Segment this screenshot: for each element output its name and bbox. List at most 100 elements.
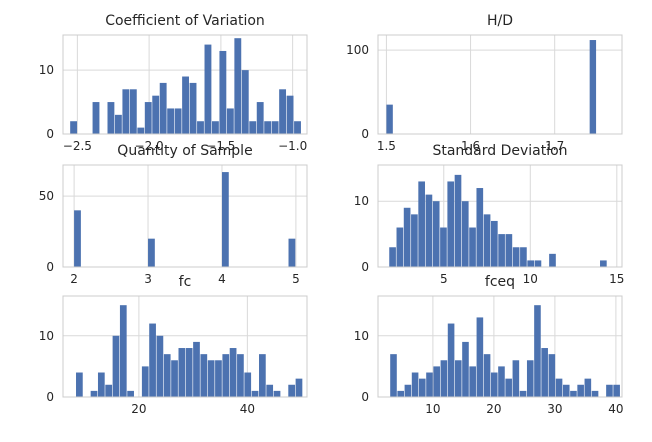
histogram-bar	[127, 390, 134, 397]
histogram-bar	[469, 366, 476, 397]
x-tick-label: −2.5	[63, 139, 92, 153]
histogram-bar	[107, 102, 115, 134]
histogram-bar	[390, 354, 397, 397]
histogram-bar	[207, 360, 215, 397]
histogram-bar	[92, 102, 100, 134]
x-tick-label: 10	[523, 272, 538, 286]
x-tick-label: 1.7	[545, 139, 564, 153]
histogram-bar	[520, 247, 527, 267]
histogram-bar	[271, 121, 279, 134]
histogram-bar	[426, 372, 433, 397]
histogram-bar	[266, 384, 274, 397]
histogram-bar	[149, 323, 156, 397]
histogram-bar	[193, 341, 200, 397]
histogram-bar	[411, 372, 419, 397]
histogram-bar	[129, 89, 137, 134]
y-tick-label: 0	[361, 127, 369, 141]
histogram-bar	[404, 384, 412, 397]
histogram-bar	[490, 372, 498, 397]
histogram-bar	[526, 360, 534, 397]
y-tick-label: 0	[361, 260, 369, 274]
histogram-bar	[527, 260, 535, 267]
histogram-bar	[512, 360, 520, 397]
histogram-bar	[403, 207, 411, 267]
histogram-bar	[541, 348, 548, 397]
x-tick-label: −2.0	[135, 139, 164, 153]
subplot-5: 20 40 0 10 fc	[39, 274, 308, 416]
histogram-bar	[234, 38, 242, 134]
histogram-bar	[237, 354, 244, 397]
histogram-bar	[534, 305, 541, 397]
histogram-bar	[548, 354, 556, 397]
histogram-bar	[584, 378, 592, 397]
y-tick-label: 100	[346, 43, 369, 57]
histogram-bar	[519, 390, 527, 397]
histogram-bar	[222, 354, 230, 397]
histogram-bar	[577, 384, 584, 397]
histogram-bar	[259, 354, 266, 397]
histogram-bar	[476, 188, 484, 267]
histogram-bar	[295, 378, 303, 397]
histogram-bar	[386, 104, 393, 134]
subplot-title: Quantity of Sample	[117, 143, 252, 159]
histogram-bar	[589, 40, 597, 134]
x-tick-label: 2	[70, 272, 78, 286]
histogram-bar	[182, 76, 189, 134]
subplot-title: fc	[179, 274, 192, 290]
histogram-bar	[505, 234, 513, 267]
histogram-bar	[396, 227, 404, 267]
axes-frame	[377, 295, 623, 398]
histogram-bar	[432, 201, 440, 267]
histogram-bar	[447, 181, 455, 267]
x-tick-label: 20	[486, 402, 501, 416]
histogram-bar	[219, 50, 227, 134]
y-tick-label: 10	[354, 329, 369, 343]
histogram-bar	[152, 95, 160, 134]
histogram-bar	[156, 335, 164, 397]
y-tick-label: 0	[46, 127, 54, 141]
histogram-bar	[114, 114, 122, 134]
x-tick-label: 5	[292, 272, 300, 286]
histogram-bar	[397, 390, 404, 397]
histogram-bar	[90, 390, 98, 397]
histogram-bar	[112, 335, 120, 397]
histogram-bar	[122, 89, 130, 134]
histogram-bar	[221, 172, 229, 267]
histogram-bar	[159, 82, 167, 134]
histogram-bar	[244, 372, 252, 397]
histogram-bar	[174, 108, 182, 134]
histogram-bar	[273, 390, 281, 397]
histogram-bar	[600, 260, 607, 267]
histogram-bar	[505, 378, 512, 397]
histogram-bar	[178, 348, 186, 397]
histogram-bar	[229, 348, 237, 397]
histogram-bar	[454, 360, 462, 397]
histogram-bar	[286, 95, 294, 134]
x-tick-label: 30	[547, 402, 562, 416]
histogram-bar	[137, 127, 145, 134]
histogram-bar	[70, 121, 78, 134]
histogram-bar	[211, 121, 219, 134]
x-tick-label: 10	[425, 402, 440, 416]
histogram-bar	[264, 121, 272, 134]
histogram-bar	[433, 366, 440, 397]
histogram-bar	[418, 378, 426, 397]
y-tick-label: 10	[354, 194, 369, 208]
histogram-bar	[279, 89, 287, 134]
histogram-bar	[498, 234, 505, 267]
histogram-bar	[425, 194, 433, 267]
histogram-bar	[76, 372, 83, 397]
axes-frame	[62, 295, 308, 398]
subplot-1: −2.5 −2.0 −1.5 −1.0 0 10 Coefficient of Variat…	[39, 13, 308, 153]
histogram-bar	[555, 378, 563, 397]
y-tick-label: 10	[39, 329, 54, 343]
histogram-bar	[591, 390, 599, 397]
histogram-bar	[389, 247, 396, 267]
histogram-bar	[498, 366, 505, 397]
histogram-bar	[491, 220, 498, 267]
x-tick-label: 40	[608, 402, 623, 416]
histogram-bar	[197, 121, 204, 134]
histogram-bar	[440, 360, 448, 397]
